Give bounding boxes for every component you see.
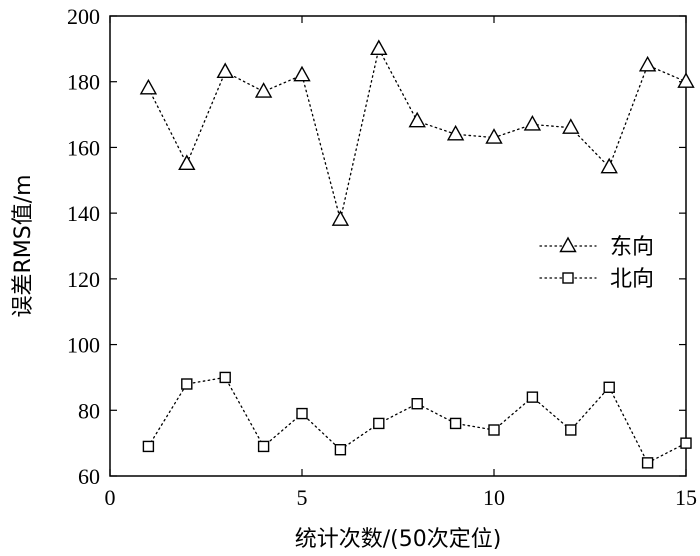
- data-point-north: [603, 381, 615, 393]
- series-line-north: [147, 376, 687, 464]
- data-point-east: [485, 128, 503, 144]
- y-axis: 60 80 100 120 140 160 180 200: [67, 4, 686, 489]
- data-point-east: [677, 72, 695, 88]
- y-tick-label: 200: [67, 4, 100, 29]
- data-point-east: [370, 39, 388, 56]
- data-point-north: [565, 424, 577, 436]
- data-point-east: [638, 55, 657, 72]
- data-point-north: [181, 378, 193, 390]
- x-axis: 0 5 10 15: [105, 16, 697, 510]
- data-point-east: [178, 154, 196, 171]
- x-tick-label: 0: [105, 485, 116, 510]
- data-point-east: [523, 114, 542, 131]
- y-tick-label: 180: [67, 70, 100, 95]
- y-tick-label: 140: [67, 201, 100, 226]
- data-point-north: [526, 391, 539, 403]
- data-point-east: [562, 118, 580, 134]
- x-tick-label: 5: [297, 485, 308, 510]
- data-point-north: [257, 440, 270, 453]
- data-point-north: [641, 457, 654, 469]
- data-point-north: [142, 440, 155, 453]
- data-point-north: [449, 417, 462, 430]
- y-axis-title: 误差RMS值/m: [11, 174, 36, 317]
- legend-label-north: 北向: [610, 267, 654, 292]
- legend-marker-north: [562, 272, 574, 284]
- data-point-east: [408, 111, 426, 128]
- x-tick-label: 10: [483, 485, 505, 510]
- y-tick-label: 60: [78, 464, 100, 489]
- series-north: [142, 371, 692, 469]
- legend-label-east: 东向: [610, 235, 654, 260]
- series-layer: [139, 39, 695, 469]
- data-point-east: [446, 124, 465, 141]
- legend-marker-east: [559, 236, 577, 253]
- data-point-north: [219, 371, 231, 384]
- data-point-east: [293, 65, 311, 82]
- y-tick-label: 120: [67, 267, 100, 292]
- y-tick-label: 80: [78, 398, 100, 423]
- data-point-east: [216, 62, 234, 79]
- x-axis-title: 统计次数/(50次定位): [295, 527, 502, 552]
- data-point-east: [331, 210, 350, 226]
- data-point-north: [373, 417, 385, 430]
- data-point-east: [600, 157, 618, 174]
- data-point-east: [139, 78, 158, 95]
- y-tick-label: 100: [67, 333, 100, 358]
- data-point-north: [296, 407, 308, 420]
- plot-area-frame: [109, 15, 687, 477]
- data-point-east: [254, 82, 273, 98]
- data-point-north: [488, 424, 500, 436]
- series-east: [139, 39, 695, 226]
- x-tick-label: 15: [675, 485, 697, 510]
- data-point-north: [411, 398, 423, 410]
- data-point-north: [334, 444, 347, 456]
- y-tick-label: 160: [67, 135, 100, 160]
- data-point-north: [680, 437, 692, 449]
